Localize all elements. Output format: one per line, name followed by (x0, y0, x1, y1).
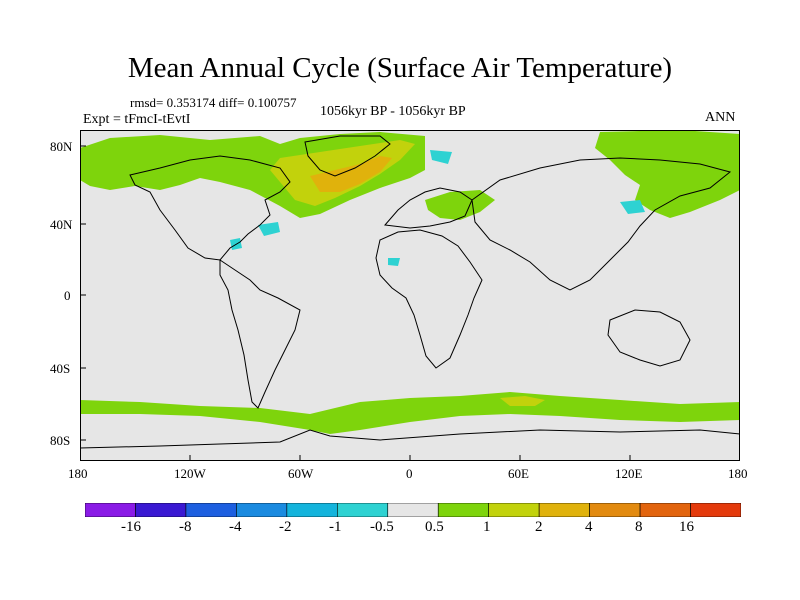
season-label: ANN (705, 110, 736, 125)
colorbar-label: -16 (121, 519, 141, 535)
australia-coast (607, 309, 691, 367)
anomaly-regions (80, 130, 740, 434)
atlantic-warmest (310, 156, 392, 192)
colorbar-swatch (286, 503, 338, 517)
lat-label-80s: 80S (50, 433, 71, 448)
lat-label-0: 0 (64, 288, 71, 303)
southern-ocean-warm (80, 392, 740, 434)
colorbar-swatch (387, 503, 439, 517)
lon-label-120e: 120E (615, 466, 643, 481)
lon-label-0: 0 (406, 466, 413, 481)
coastlines (80, 135, 740, 449)
colorbar-swatch (690, 503, 741, 517)
colorbar-swatch (85, 503, 136, 517)
colorbar-label: -1 (329, 519, 342, 535)
arctic-warm-east (595, 130, 740, 218)
colorbar-swatch (639, 503, 691, 517)
south-america-coast (219, 259, 301, 409)
experiment-label: Expt = tFmcI-tEvtI (83, 112, 191, 127)
map-ticks (80, 145, 631, 461)
colorbar-swatch (488, 503, 540, 517)
stats-text: rmsd= 0.353174 diff= 0.100757 (130, 95, 297, 110)
lon-label-120w: 120W (174, 466, 206, 481)
colorbar (85, 503, 741, 517)
colorbar-label: 2 (535, 519, 543, 535)
lat-label-40s: 40S (50, 361, 71, 376)
cool-patch-asia (620, 200, 645, 214)
lat-label-80n: 80N (50, 139, 73, 154)
colorbar-label: 1 (483, 519, 491, 535)
siberia-warm (425, 190, 495, 220)
colorbar-label: 16 (679, 519, 694, 535)
cool-patch-africa (388, 258, 400, 266)
map-plot (80, 130, 740, 461)
colorbar-swatch (135, 503, 187, 517)
colorbar-swatch (236, 503, 288, 517)
lon-label-180e: 180 (728, 466, 748, 481)
north-america-coast (129, 155, 291, 261)
lat-label-40n: 40N (50, 217, 73, 232)
colorbar-label: 8 (635, 519, 643, 535)
greenland-coast (304, 135, 391, 177)
colorbar-label: -0.5 (370, 519, 394, 535)
africa-coast (375, 229, 483, 369)
cool-patch-greenland (430, 150, 452, 164)
colorbar-label: -8 (179, 519, 192, 535)
colorbar-swatch (589, 503, 641, 517)
colorbar-label: 0.5 (425, 519, 444, 535)
southern-ocean-yellow (500, 396, 545, 406)
colorbar-swatch (185, 503, 237, 517)
colorbar-swatch (538, 503, 590, 517)
cool-patch-north-america (258, 222, 280, 236)
colorbar-swatch (337, 503, 389, 517)
colorbar-label: -2 (279, 519, 292, 535)
chart-title: Mean Annual Cycle (Surface Air Temperatu… (127, 52, 673, 84)
antarctica-coast (80, 429, 740, 449)
colorbar-label: 4 (585, 519, 593, 535)
lon-label-180w: 180 (68, 466, 88, 481)
colorbar-label: -4 (229, 519, 242, 535)
lon-label-60w: 60W (288, 466, 314, 481)
lon-label-60e: 60E (508, 466, 529, 481)
period-label: 1056kyr BP - 1056kyr BP (320, 104, 466, 119)
europe-coast (384, 187, 473, 229)
asia-coast (471, 157, 732, 291)
colorbar-swatch (437, 503, 489, 517)
